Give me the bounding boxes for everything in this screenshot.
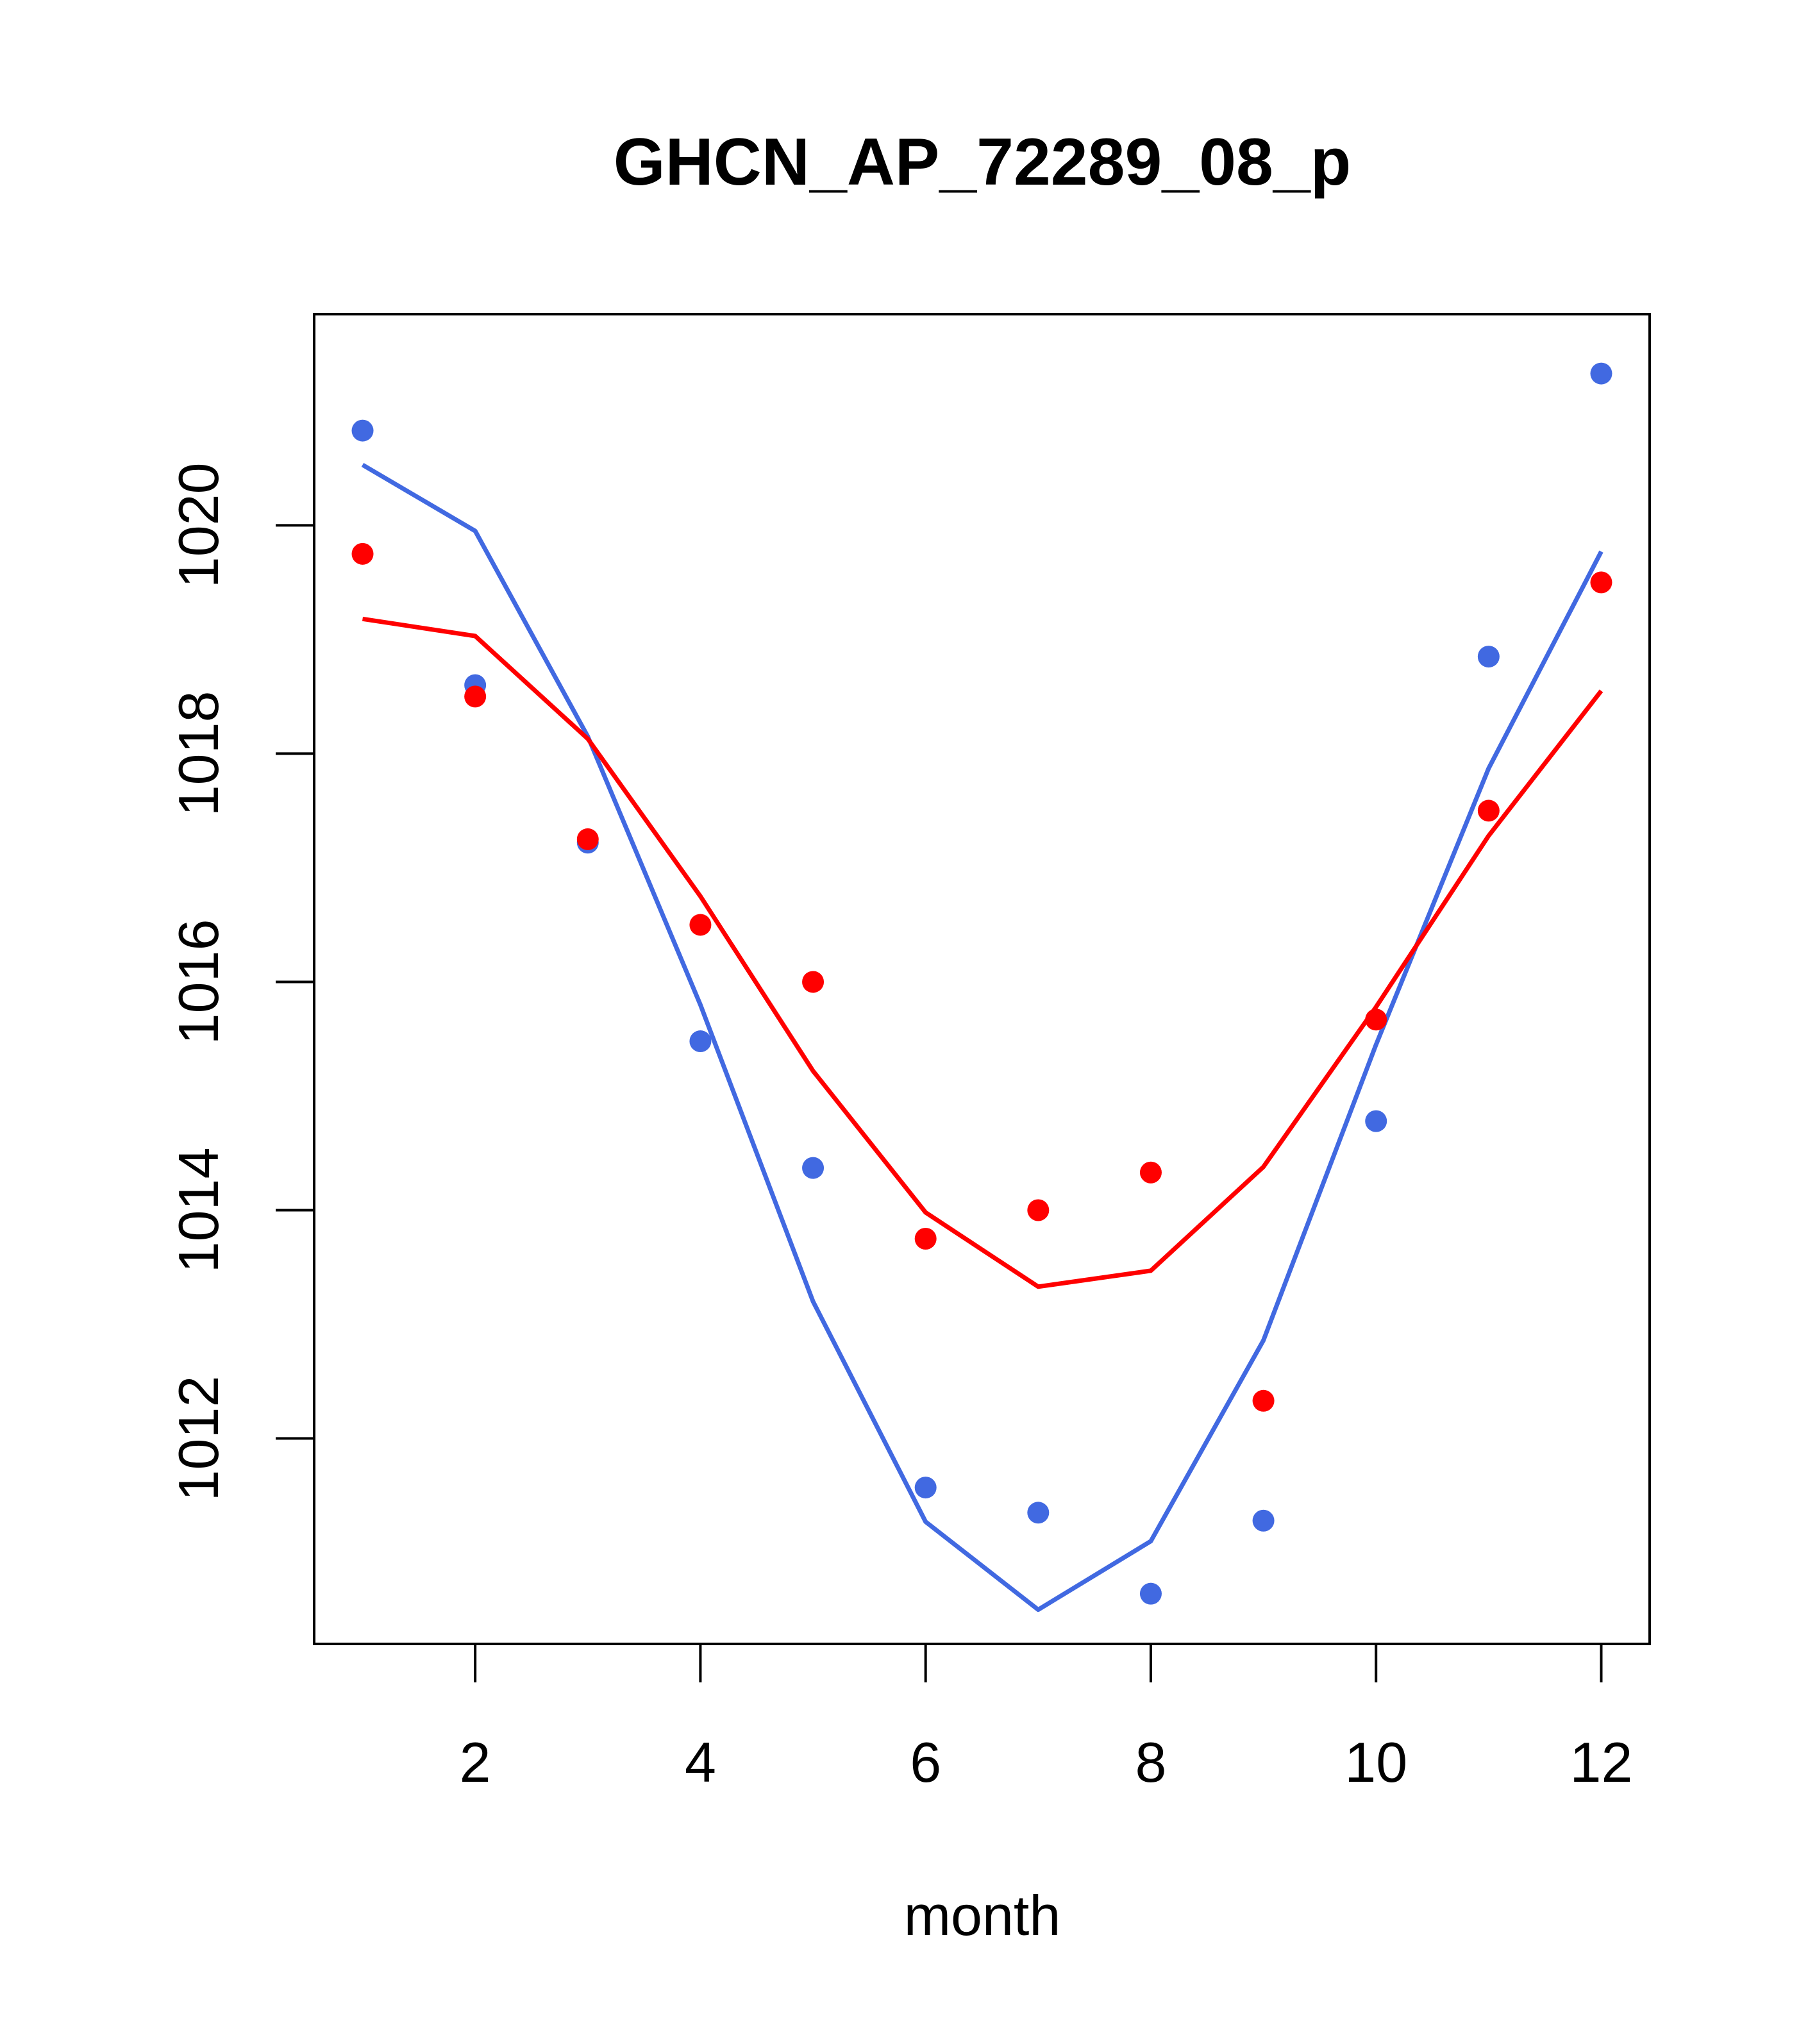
x-tick-label: 10 [1344, 1730, 1407, 1794]
x-tick-label: 8 [1135, 1730, 1166, 1794]
data-point [1477, 800, 1500, 822]
x-tick-label: 12 [1570, 1730, 1633, 1794]
data-point [1590, 571, 1612, 594]
data-point [689, 914, 712, 936]
data-point [1139, 1582, 1162, 1605]
series-line [362, 616, 1603, 1289]
y-tick-label: 1020 [167, 462, 230, 588]
data-point [1139, 1161, 1162, 1184]
data-point [914, 1228, 937, 1250]
data-point [1252, 1389, 1275, 1412]
data-point [464, 685, 487, 708]
x-tick-label: 4 [685, 1730, 716, 1794]
data-point [1365, 1009, 1387, 1031]
series-1 [351, 542, 1612, 1412]
y-tick-label: 1018 [167, 691, 230, 817]
data-point [576, 828, 599, 850]
data-point [1027, 1199, 1050, 1221]
x-axis: 2 4 6 8 10 12 [460, 1644, 1633, 1794]
data-point [1477, 646, 1500, 668]
x-tick-label: 6 [910, 1730, 941, 1794]
x-axis-label: month [904, 1884, 1061, 1947]
data-point [1252, 1509, 1275, 1532]
data-point [351, 419, 374, 442]
data-point [351, 542, 374, 565]
series-0 [351, 362, 1612, 1613]
y-axis: 1012 1014 1016 1018 1020 [167, 462, 314, 1501]
data-point [1027, 1502, 1050, 1524]
data-point [1365, 1110, 1387, 1132]
series-line [361, 462, 1603, 1613]
chart-title: GHCN_AP_72289_08_p [614, 125, 1351, 199]
y-tick-label: 1012 [167, 1376, 230, 1502]
data-point [1590, 362, 1612, 385]
data-point [802, 971, 825, 993]
y-tick-label: 1014 [167, 1148, 230, 1273]
y-tick-label: 1016 [167, 919, 230, 1045]
data-point [802, 1157, 825, 1179]
data-point [689, 1030, 712, 1053]
data-point [914, 1477, 937, 1499]
series-layer [351, 362, 1612, 1613]
plot-frame [313, 313, 1651, 1645]
x-tick-label: 2 [460, 1730, 491, 1794]
